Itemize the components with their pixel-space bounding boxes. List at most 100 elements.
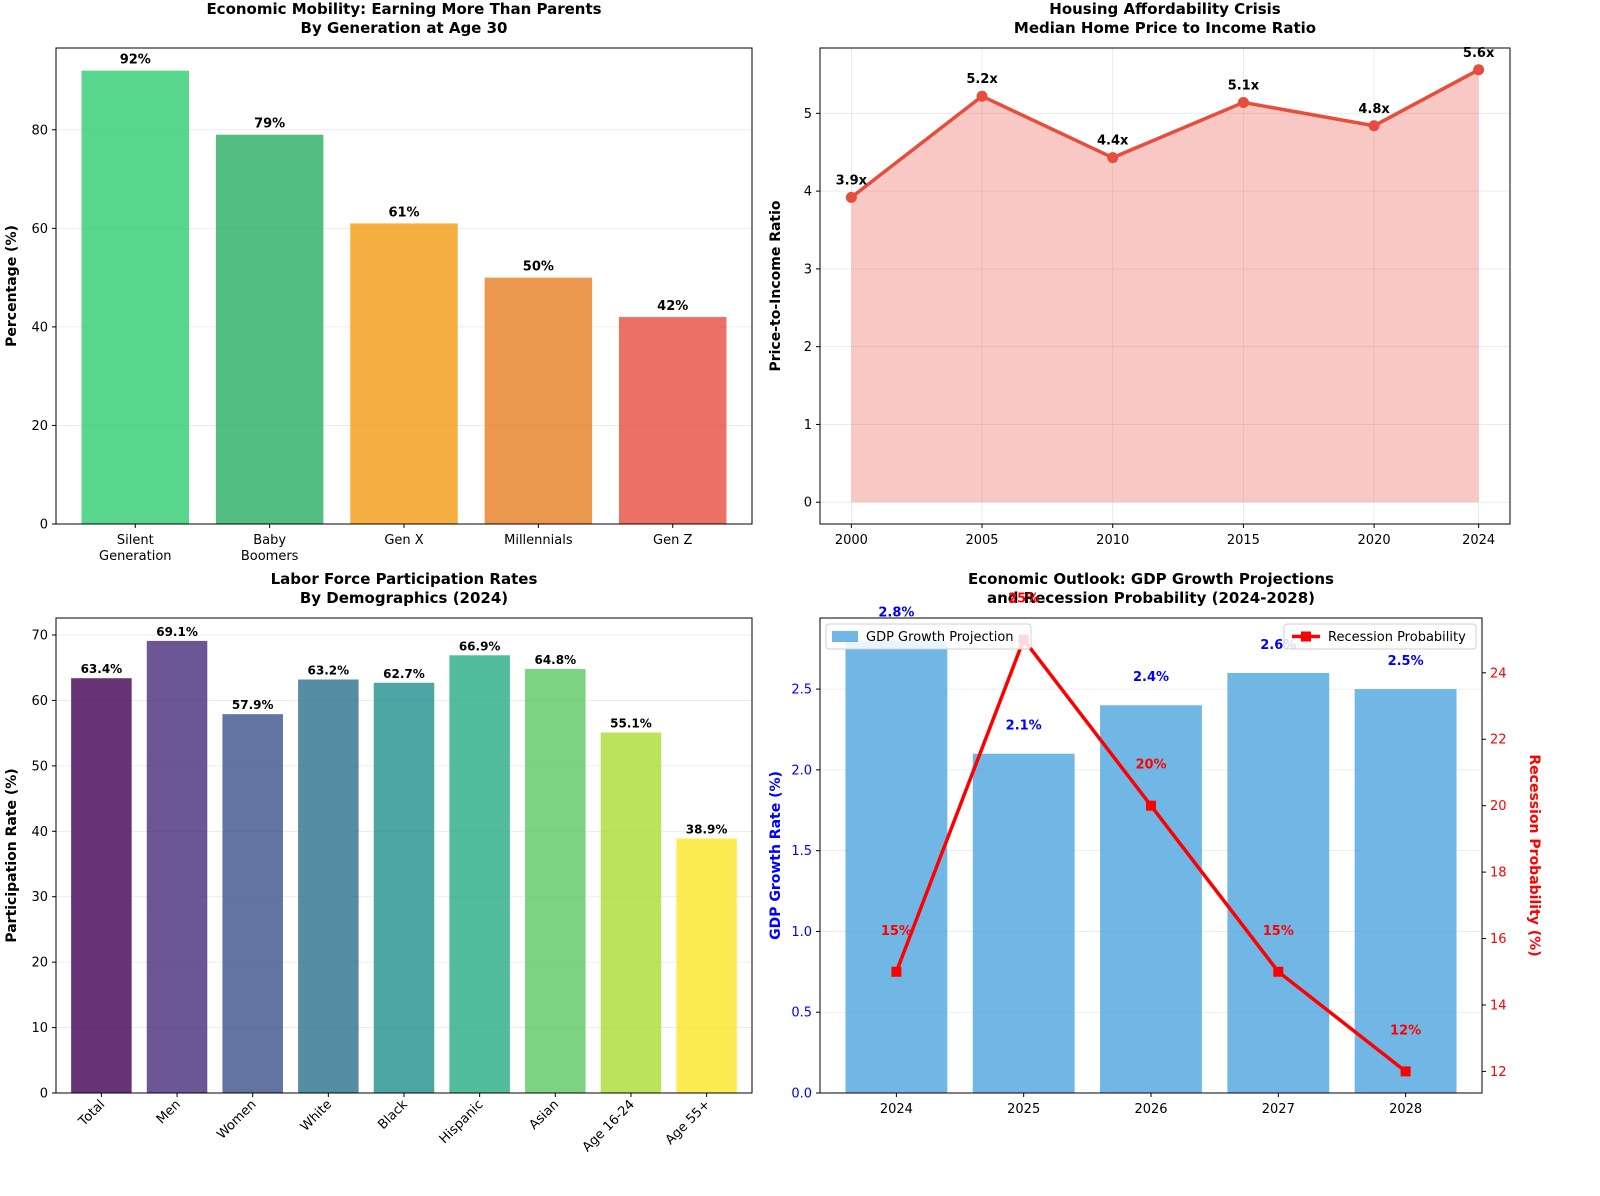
bar-value-label: 79% [254,117,285,132]
bar-value-label: 42% [657,299,688,314]
legend-label-recession: Recession Probability [1328,630,1466,645]
x-tick-label: 2024 [880,1102,913,1117]
y-tick-label-right: 20 [1490,799,1507,814]
point-value-label: 5.6x [1463,46,1495,61]
bar-3 [484,277,593,524]
x-tick-label: Gen Z [653,533,692,548]
x-tick-label: Hispanic [437,1097,487,1147]
y-tick-label: 1 [804,418,812,433]
x-tick-label: Age 55+ [663,1097,714,1148]
x-tick-label: 2005 [965,533,998,548]
y-tick-label: 80 [31,123,48,138]
y-tick-label: 2.0 [791,763,812,778]
y-tick-label-right: 22 [1490,733,1507,748]
x-tick-label: Asian [526,1097,562,1133]
x-tick-label: 2025 [1007,1102,1040,1117]
data-point-0 [845,191,857,203]
y-tick-label: 0 [804,496,812,511]
plot-frame [819,47,1511,525]
y-axis-label: GDP Growth Rate (%) [768,771,784,940]
bar-6 [525,669,586,1093]
y-axis-label-right: Recession Probability (%) [1526,754,1542,956]
ratio-line [850,68,1480,199]
bar-value-label: 50% [523,260,554,275]
recession-value-label: 20% [1135,758,1166,773]
y-tick-label-right: 24 [1490,666,1507,681]
x-tick-label: Baby [253,533,286,548]
area-fill [851,69,1479,503]
y-axis-label: Participation Rate (%) [4,768,20,942]
data-point-4 [1368,120,1380,132]
y-tick-label: 0.5 [791,1006,812,1021]
plot-frame [55,47,753,525]
bar-value-label: 66.9% [459,639,501,653]
legend-label-gdp: GDP Growth Projection [866,630,1014,645]
y-tick-label: 10 [31,1021,48,1036]
bar-7 [600,732,662,1093]
chart-title-line-1: Economic Outlook: GDP Growth Projections [968,570,1334,588]
chart-title-line-1: Housing Affordability Crisis [1049,0,1281,18]
y-tick-label-right: 18 [1490,866,1507,881]
chart-title-line-1: Economic Mobility: Earning More Than Par… [206,0,601,18]
outlook-chart: Economic Outlook: GDP Growth Projections… [768,570,1542,1117]
y-tick-label: 40 [31,320,48,335]
point-value-label: 4.8x [1358,102,1390,117]
gdp-bar-2 [1100,705,1202,1093]
bar-value-label: 69.1% [156,625,198,639]
x-tick-label: 2027 [1262,1102,1295,1117]
legend-box [1283,623,1477,650]
gdp-value-label: 2.5% [1388,654,1424,669]
bar-value-label: 55.1% [610,716,652,730]
x-tick-label: 2000 [835,533,868,548]
recession-marker-2 [1146,800,1156,811]
x-tick-label: 2010 [1096,533,1129,548]
point-value-label: 3.9x [836,173,868,188]
mobility-chart: Economic Mobility: Earning More Than Par… [4,0,753,564]
point-value-label: 5.1x [1228,78,1260,93]
x-tick-label: Age 16-24 [580,1097,638,1155]
bar-2 [222,714,283,1093]
x-tick-label: Generation [99,549,172,564]
bar-2 [350,223,458,524]
bar-value-label: 63.4% [81,662,123,676]
x-tick-label: 2028 [1389,1102,1422,1117]
gdp-bar-1 [972,753,1075,1093]
bar-value-label: 63.2% [308,664,350,678]
bar-value-label: 57.9% [232,698,274,712]
y-axis-label: Percentage (%) [4,225,20,347]
data-point-1 [976,90,988,102]
y-tick-label: 2 [804,340,812,355]
data-point-3 [1237,96,1249,108]
recession-marker-4 [1400,1066,1411,1077]
plot-frame [819,617,1483,1094]
recession-marker-3 [1273,966,1284,977]
x-tick-label: White [298,1097,335,1134]
x-tick-label: Silent [117,533,154,548]
legend-box [825,623,1032,650]
y-tick-label: 1.5 [791,844,812,859]
point-value-label: 5.2x [966,72,998,87]
bar-value-label: 38.9% [686,822,728,836]
gdp-value-label: 2.1% [1006,719,1042,734]
gdp-bar-3 [1227,672,1330,1093]
y-tick-label: 0 [40,518,48,533]
x-tick-label: Millennials [504,533,573,548]
chart-title-line-2: By Demographics (2024) [300,589,508,607]
gdp-value-label: 2.8% [878,606,914,621]
data-point-2 [1107,152,1119,164]
y-tick-label: 0.0 [791,1087,812,1102]
legend-gdp: GDP Growth Projection [825,623,1032,650]
y-tick-label: 30 [31,890,48,905]
gdp-bar-0 [845,640,948,1093]
recession-marker-0 [891,966,902,977]
bar-1 [146,640,208,1093]
y-tick-label: 50 [31,759,48,774]
chart-title-line-2: and Recession Probability (2024-2028) [987,589,1315,607]
y-tick-label: 2.5 [791,683,812,698]
chart-title-line-1: Labor Force Participation Rates [271,570,538,588]
x-tick-label: 2024 [1462,533,1495,548]
bar-0 [81,70,190,525]
point-value-label: 4.4x [1097,134,1129,149]
